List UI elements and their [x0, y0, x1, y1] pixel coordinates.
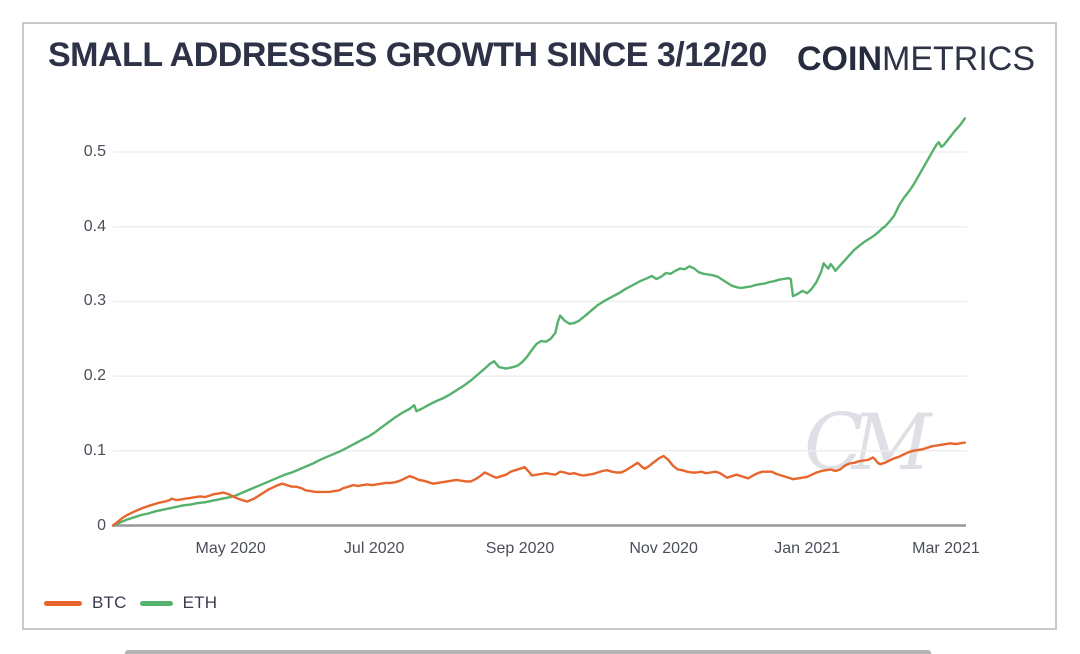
- y-tick-label: 0.4: [83, 217, 106, 235]
- btc-legend-label: BTC: [92, 593, 127, 612]
- legend-item-btc: BTC: [44, 593, 127, 613]
- next-card-top-edge: [125, 650, 931, 654]
- x-tick-label: Jan 2021: [774, 540, 841, 557]
- y-tick-label: 0.2: [83, 367, 106, 385]
- btc-line-swatch: [44, 600, 82, 606]
- x-tick-label: May 2020: [195, 540, 266, 557]
- x-tick-label: Mar 2021: [912, 540, 980, 557]
- legend-item-eth: ETH: [139, 593, 218, 613]
- cm-watermark: CM: [804, 398, 932, 488]
- y-tick-label: 0.1: [83, 441, 106, 459]
- chart-title: SMALL ADDRESSES GROWTH SINCE 3/12/20: [48, 36, 767, 74]
- legend: BTC ETH: [44, 593, 230, 613]
- y-tick-label: 0.3: [83, 292, 106, 310]
- logo-metrics: METRICS: [882, 40, 1035, 78]
- x-tick-label: Jul 2020: [343, 540, 405, 557]
- logo-coin: COIN: [797, 40, 882, 78]
- y-tick-label: 0: [97, 516, 106, 534]
- chart-card: SMALL ADDRESSES GROWTH SINCE 3/12/20 COI…: [22, 22, 1057, 630]
- coinmetrics-logo: COINMETRICS: [797, 40, 1035, 79]
- eth-line-swatch: [139, 600, 173, 606]
- eth-legend-label: ETH: [182, 593, 218, 612]
- x-tick-label: Sep 2020: [485, 540, 555, 557]
- y-tick-label: 0.5: [83, 143, 106, 160]
- x-tick-label: Nov 2020: [629, 540, 698, 557]
